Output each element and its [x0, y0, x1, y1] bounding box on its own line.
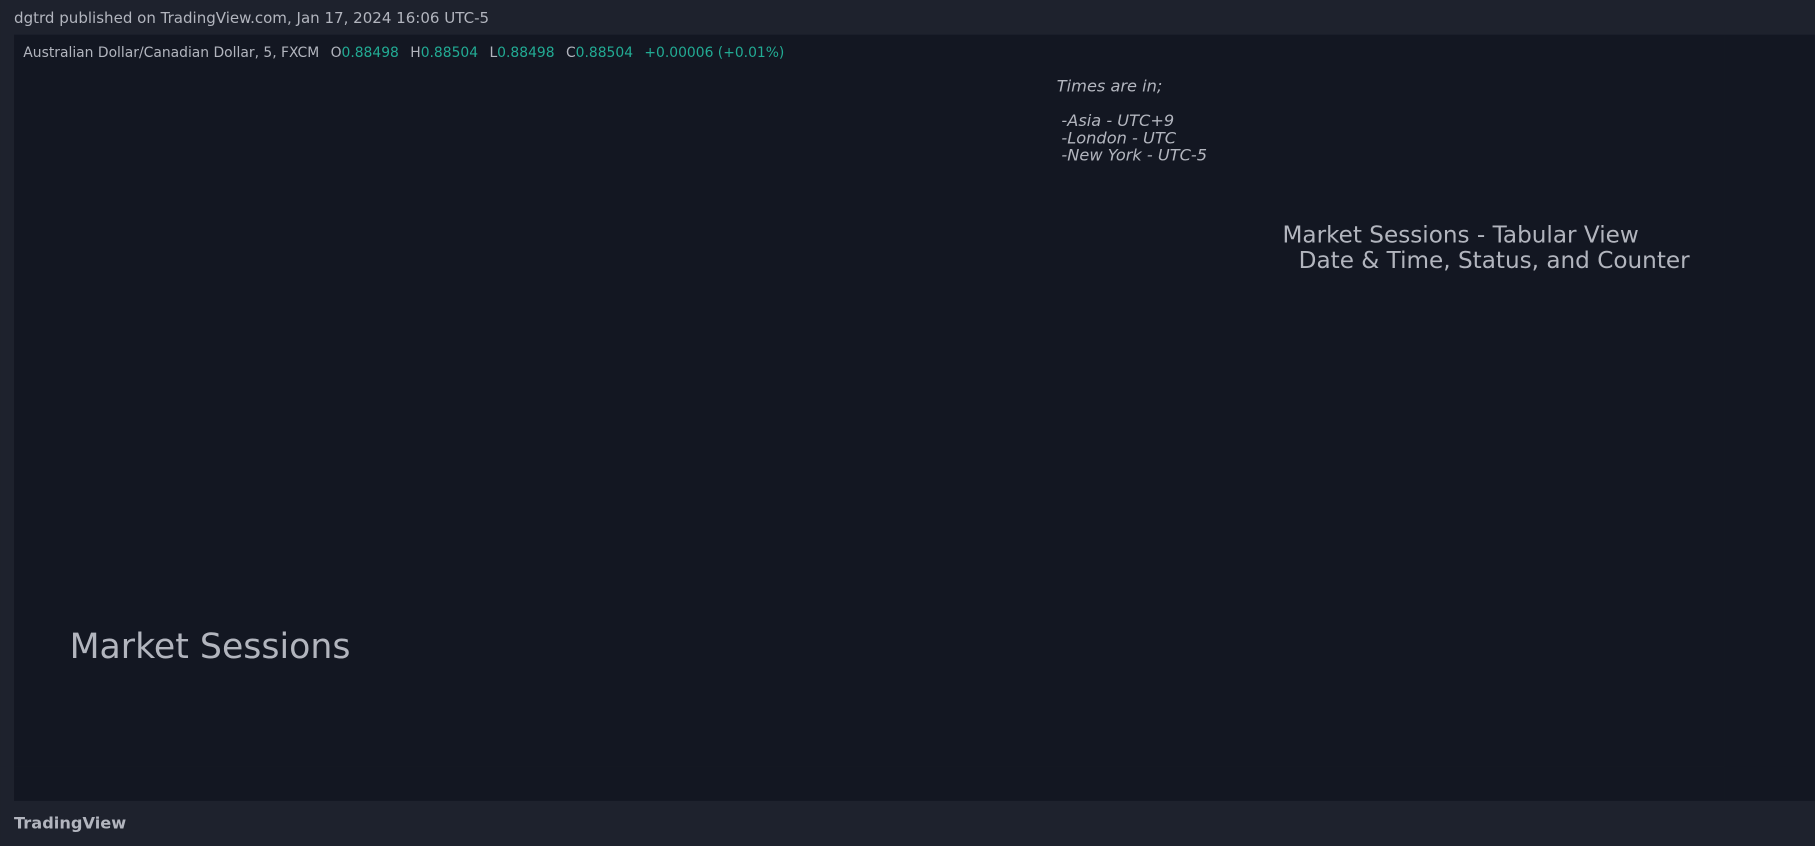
ohlc-key: L — [489, 45, 497, 61]
note-line: -London - UTC — [1061, 128, 1176, 147]
price-axis — [1724, 34, 1815, 801]
symbol-name: Australian Dollar/Canadian Dollar, 5, FX… — [23, 45, 319, 61]
ohlc-value: 0.88498 — [342, 45, 399, 61]
ohlc-value: 0.88504 — [576, 45, 634, 61]
table-title: Market Sessions - Tabular View — [1282, 223, 1638, 249]
ohlc-value: 0.88498 — [497, 45, 554, 61]
watermark: Market Sessions — [70, 627, 351, 667]
ohlc-key: H — [410, 45, 420, 61]
change: +0.00006 (+0.01%) — [644, 45, 784, 61]
table-subtitle: Date & Time, Status, and Counter — [1299, 248, 1690, 274]
note-title: Times are in; — [1057, 76, 1163, 95]
symbol-legend: Australian Dollar/Canadian Dollar, 5, FX… — [23, 45, 784, 61]
ohlc-key: O — [331, 45, 342, 61]
plot-area — [14, 34, 1725, 767]
ohlc-key: C — [566, 45, 576, 61]
note-line: -New York - UTC-5 — [1061, 146, 1207, 165]
time-axis — [14, 766, 1725, 801]
note-line: -Asia - UTC+9 — [1061, 111, 1174, 130]
ohlc-value: 0.88504 — [421, 45, 479, 61]
header: dgtrd published on TradingView.com, Jan … — [14, 9, 489, 27]
footer-logo: TradingView — [14, 814, 126, 833]
